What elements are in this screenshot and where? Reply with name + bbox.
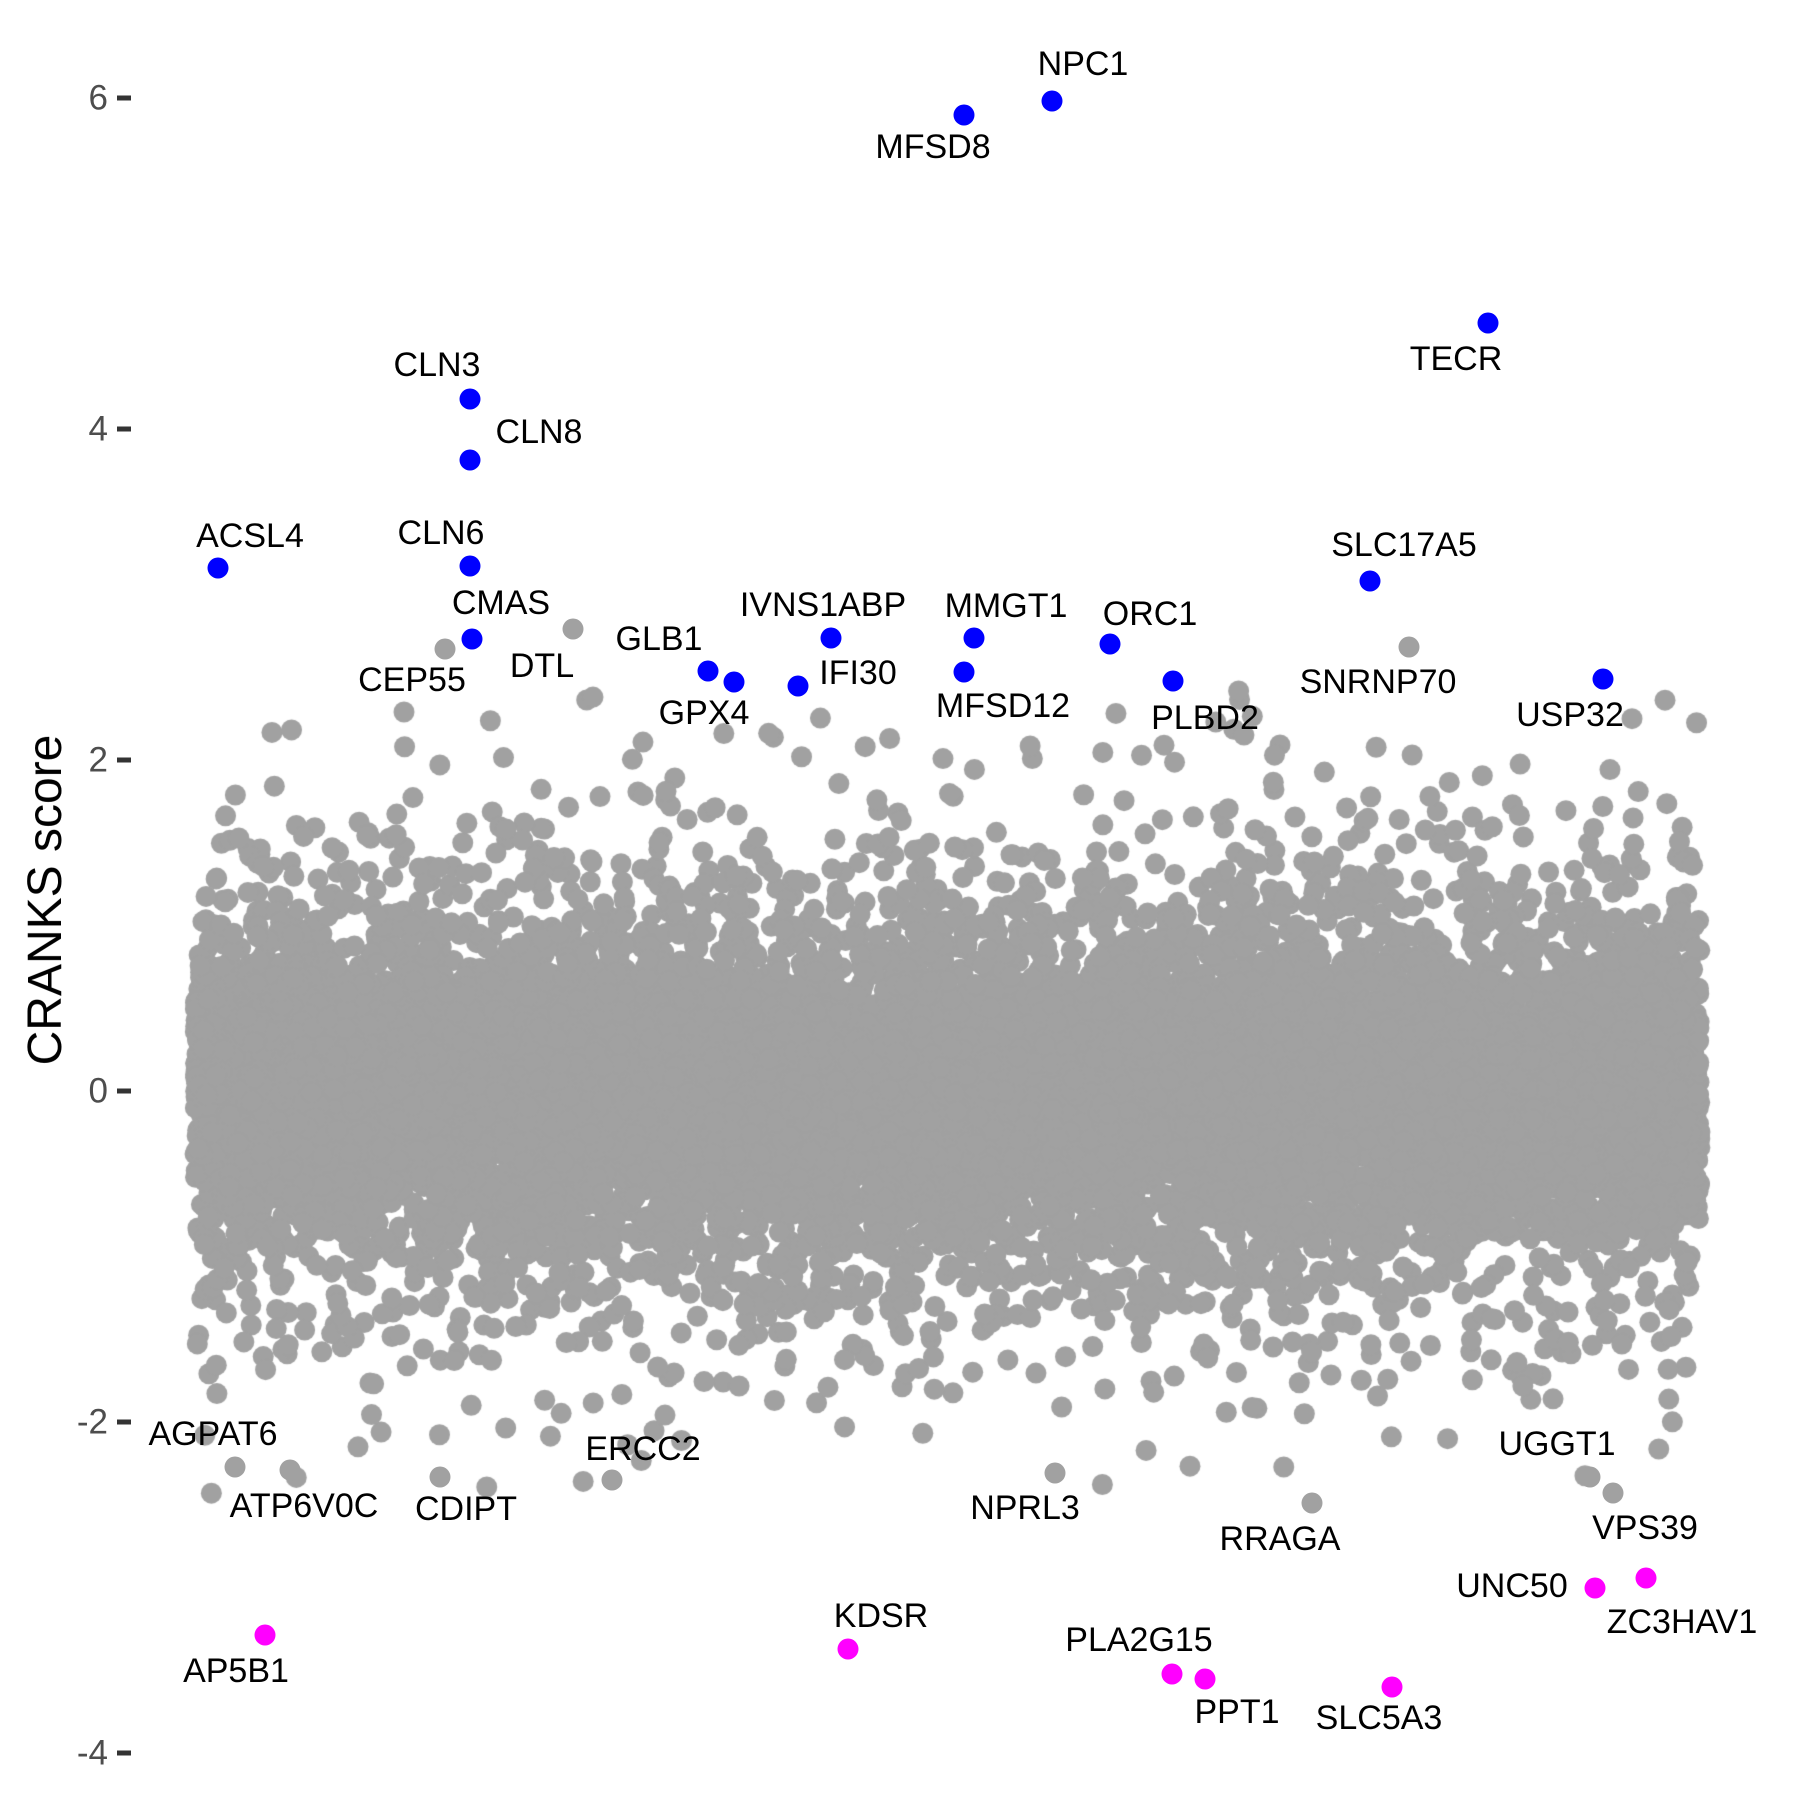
gene-label-gpx4: GPX4: [658, 694, 750, 733]
gene-label-snrnp70: SNRNP70: [1299, 663, 1457, 702]
gene-label-mmgt1: MMGT1: [944, 586, 1068, 625]
y-tick-label-6: 6: [88, 78, 108, 118]
gene-label-zc3hav1: ZC3HAV1: [1606, 1602, 1758, 1641]
gene-label-cln3: CLN3: [393, 346, 481, 385]
gene-point-slc5a3: [1381, 1676, 1403, 1698]
gene-point-ap5b1: [254, 1624, 276, 1646]
y-tick-label-4: 4: [88, 409, 108, 449]
gene-label-ifi30: IFI30: [819, 653, 897, 692]
gene-point-mfsd8: [953, 104, 975, 126]
y-axis-title: CRANKS score: [19, 734, 72, 1066]
gene-label-kdsr: KDSR: [833, 1596, 929, 1635]
gene-label-cln8: CLN8: [495, 413, 583, 452]
gene-point-cdipt: [429, 1466, 451, 1488]
gene-point-ifi30: [787, 675, 809, 697]
gene-point-vps39: [1602, 1482, 1624, 1504]
gene-label-agpat6: AGPAT6: [148, 1414, 278, 1453]
gene-point-uggt1: [1579, 1466, 1601, 1488]
gene-point-mfsd12: [953, 661, 975, 683]
gene-label-mfsd8: MFSD8: [875, 127, 991, 166]
gene-label-cln6: CLN6: [397, 514, 485, 553]
gene-point-npc1: [1041, 90, 1063, 112]
gene-label-nprl3: NPRL3: [970, 1489, 1080, 1528]
gene-point-usp32: [1592, 668, 1614, 690]
gene-label-vps39: VPS39: [1592, 1509, 1698, 1548]
gene-point-ppt1: [1194, 1668, 1216, 1690]
gene-label-glb1: GLB1: [615, 619, 703, 658]
gene-point-pla2g15: [1161, 1663, 1183, 1685]
gene-label-orc1: ORC1: [1102, 595, 1198, 634]
y-tick-mark-4: [117, 426, 131, 432]
gene-point-dtl: [562, 618, 584, 640]
gene-point-gpx4: [723, 671, 745, 693]
gene-label-cep55: CEP55: [358, 661, 466, 700]
gene-point-cln3: [459, 388, 481, 410]
gene-label-ercc2: ERCC2: [585, 1429, 701, 1468]
gene-point-nprl3: [1044, 1462, 1066, 1484]
gene-label-tecr: TECR: [1409, 340, 1503, 379]
gene-point-orc1: [1099, 633, 1121, 655]
gene-point-agpat6: [224, 1456, 246, 1478]
y-tick-mark-6: [117, 95, 131, 101]
gene-point-tecr: [1477, 312, 1499, 334]
y-tick-label--2: -2: [76, 1402, 108, 1442]
gene-label-cmas: CMAS: [451, 584, 551, 623]
y-tick-label-0: 0: [88, 1071, 108, 1111]
gene-label-slc5a3: SLC5A3: [1315, 1698, 1443, 1737]
gene-label-atp6v0c: ATP6V0C: [229, 1486, 379, 1525]
gene-label-acsl4: ACSL4: [196, 517, 304, 556]
gene-point-ivns1abp: [820, 627, 842, 649]
gene-point-ercc2: [601, 1469, 623, 1491]
gene-point-glb1: [697, 660, 719, 682]
y-tick-label-2: 2: [88, 740, 108, 780]
y-tick-mark-2: [117, 757, 131, 763]
gene-point-zc3hav1: [1635, 1567, 1657, 1589]
gene-label-mfsd12: MFSD12: [935, 687, 1071, 726]
y-tick-mark--4: [117, 1750, 131, 1756]
gene-label-slc17a5: SLC17A5: [1331, 526, 1477, 565]
gene-label-ppt1: PPT1: [1194, 1692, 1280, 1731]
gene-point-cep55: [434, 638, 456, 660]
y-tick-mark-0: [117, 1088, 131, 1094]
gene-point-cln8: [459, 449, 481, 471]
gene-point-unc50: [1584, 1577, 1606, 1598]
gene-label-unc50: UNC50: [1456, 1566, 1568, 1605]
gene-label-cdipt: CDIPT: [415, 1489, 517, 1528]
gene-label-dtl: DTL: [509, 647, 575, 686]
gene-label-npc1: NPC1: [1037, 45, 1129, 84]
gene-label-usp32: USP32: [1516, 695, 1624, 734]
gene-point-cln6: [459, 555, 481, 577]
gene-point-cmas: [461, 628, 483, 650]
gene-point-slc17a5: [1359, 570, 1381, 592]
gene-point-mmgt1: [963, 627, 985, 649]
y-tick-label--4: -4: [76, 1733, 108, 1773]
gene-label-ap5b1: AP5B1: [183, 1652, 289, 1691]
gene-label-uggt1: UGGT1: [1498, 1424, 1616, 1463]
gene-point-kdsr: [837, 1638, 859, 1660]
gene-point-acsl4: [207, 557, 229, 579]
gene-label-rraga: RRAGA: [1219, 1520, 1341, 1559]
gene-point-atp6v0c: [279, 1459, 301, 1481]
gene-label-plbd2: PLBD2: [1151, 698, 1259, 737]
gene-label-pla2g15: PLA2G15: [1065, 1620, 1213, 1659]
gene-point-plbd2: [1162, 670, 1184, 692]
gene-label-ivns1abp: IVNS1ABP: [739, 585, 907, 624]
gene-point-snrnp70: [1398, 636, 1420, 658]
gene-point-rraga: [1301, 1492, 1323, 1514]
y-tick-mark--2: [117, 1419, 131, 1425]
